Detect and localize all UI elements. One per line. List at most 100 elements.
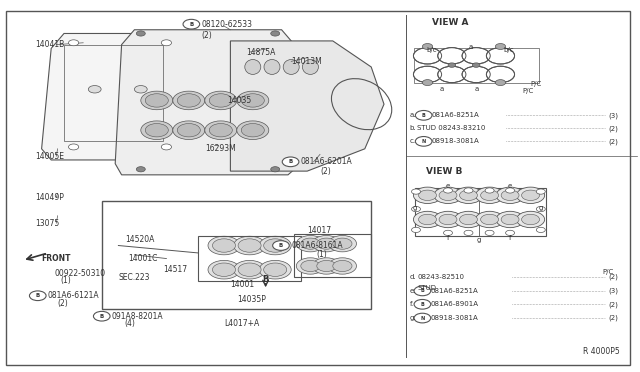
Circle shape: [481, 214, 499, 225]
Circle shape: [312, 258, 340, 274]
Text: 081A6-8161A: 081A6-8161A: [291, 241, 343, 250]
Text: 14035P: 14035P: [237, 295, 266, 304]
Circle shape: [68, 40, 79, 46]
Ellipse shape: [283, 60, 300, 74]
Text: 081A6-6201A: 081A6-6201A: [301, 157, 353, 166]
Text: B: B: [279, 243, 283, 248]
Text: b/c: b/c: [427, 47, 437, 53]
Circle shape: [259, 260, 291, 279]
Text: 16293M: 16293M: [205, 144, 236, 153]
Text: c.: c.: [410, 138, 416, 144]
Circle shape: [88, 86, 101, 93]
Circle shape: [516, 187, 545, 203]
Circle shape: [415, 137, 432, 146]
Circle shape: [134, 86, 147, 93]
Ellipse shape: [245, 60, 261, 74]
Text: 081A6-6121A: 081A6-6121A: [48, 291, 100, 300]
Circle shape: [93, 311, 110, 321]
Text: b.: b.: [410, 125, 416, 131]
Text: FRONT: FRONT: [42, 254, 71, 263]
Text: 14005E: 14005E: [35, 152, 64, 161]
Circle shape: [145, 94, 168, 107]
Circle shape: [414, 286, 431, 296]
Circle shape: [271, 167, 280, 172]
Text: 14001: 14001: [230, 280, 255, 289]
Circle shape: [136, 31, 145, 36]
Text: a.: a.: [410, 112, 416, 118]
Text: g: g: [539, 205, 543, 211]
Circle shape: [412, 206, 420, 212]
Circle shape: [208, 236, 240, 255]
Circle shape: [238, 239, 261, 252]
Circle shape: [241, 94, 264, 107]
Text: B: B: [262, 275, 269, 283]
Bar: [102, 201, 371, 309]
Circle shape: [205, 91, 237, 110]
Text: L4017+A: L4017+A: [224, 319, 259, 328]
Circle shape: [136, 167, 145, 172]
Circle shape: [29, 291, 46, 301]
Circle shape: [472, 63, 480, 67]
Text: (2): (2): [608, 274, 618, 280]
Text: 14517: 14517: [163, 265, 188, 274]
Circle shape: [234, 260, 266, 279]
Text: B: B: [36, 293, 40, 298]
Text: (2): (2): [608, 138, 618, 145]
Text: VIEW B: VIEW B: [426, 167, 462, 176]
Circle shape: [434, 211, 462, 228]
Circle shape: [209, 124, 232, 137]
Text: B: B: [189, 22, 193, 27]
Circle shape: [141, 91, 173, 110]
Circle shape: [412, 227, 420, 232]
Circle shape: [419, 190, 436, 201]
Circle shape: [296, 258, 324, 274]
Text: VIEW A: VIEW A: [432, 18, 468, 27]
Text: 14875A: 14875A: [246, 48, 276, 57]
Circle shape: [412, 189, 420, 194]
Text: a: a: [440, 86, 444, 92]
Text: (2): (2): [608, 315, 618, 321]
Text: 08120-62533: 08120-62533: [202, 20, 253, 29]
Circle shape: [495, 44, 506, 49]
Circle shape: [237, 91, 269, 110]
Text: b/c: b/c: [504, 47, 514, 53]
Text: g: g: [477, 237, 481, 243]
Circle shape: [413, 211, 442, 228]
Circle shape: [414, 313, 431, 323]
Circle shape: [422, 80, 433, 86]
Circle shape: [506, 188, 515, 193]
Text: (2): (2): [608, 301, 618, 308]
Text: a: a: [468, 44, 472, 49]
Text: P/C: P/C: [522, 88, 534, 94]
Text: P/C: P/C: [602, 269, 614, 275]
Text: (4): (4): [125, 319, 136, 328]
Circle shape: [312, 235, 340, 252]
Circle shape: [209, 94, 232, 107]
Circle shape: [234, 236, 266, 255]
Text: (3): (3): [608, 112, 618, 119]
Circle shape: [536, 227, 545, 232]
Circle shape: [333, 238, 352, 249]
Circle shape: [448, 63, 456, 67]
Circle shape: [439, 214, 457, 225]
Circle shape: [522, 190, 540, 201]
Circle shape: [460, 214, 477, 225]
Text: d.: d.: [410, 274, 416, 280]
Text: 14013M: 14013M: [291, 57, 322, 66]
Text: f: f: [509, 235, 511, 241]
Circle shape: [296, 235, 324, 252]
Text: STUD: STUD: [417, 285, 436, 291]
Circle shape: [485, 230, 494, 235]
Circle shape: [414, 299, 431, 309]
Text: B: B: [420, 288, 424, 294]
Circle shape: [328, 258, 356, 274]
Circle shape: [444, 188, 452, 193]
Bar: [294, 234, 371, 277]
Text: 081A6-8251A: 081A6-8251A: [431, 288, 479, 294]
Circle shape: [419, 214, 436, 225]
Text: 081A6-8901A: 081A6-8901A: [431, 301, 479, 307]
Text: 14520A: 14520A: [125, 235, 154, 244]
Circle shape: [506, 230, 515, 235]
Text: P/C: P/C: [530, 81, 541, 87]
Text: 14035: 14035: [227, 96, 252, 105]
